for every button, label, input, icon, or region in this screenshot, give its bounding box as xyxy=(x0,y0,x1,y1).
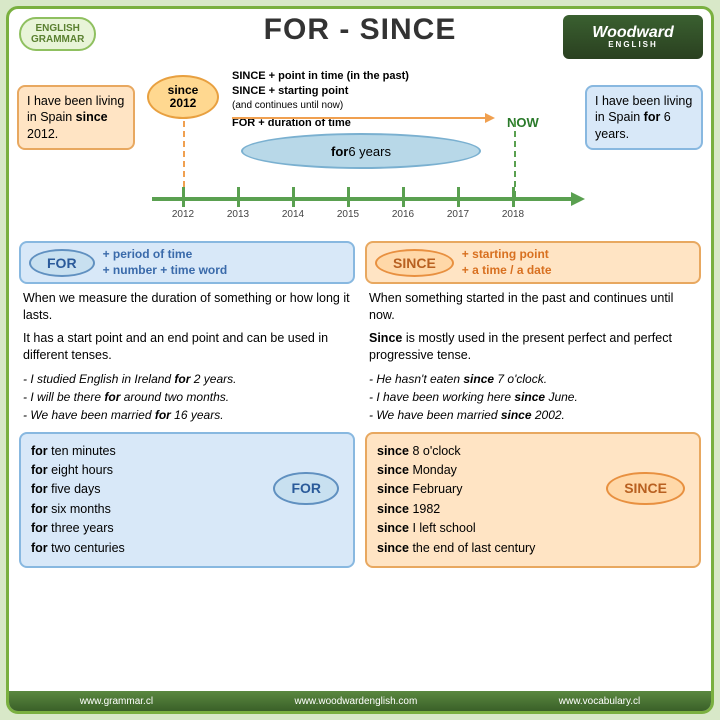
for-column: FOR + period of time+ number + time word… xyxy=(19,241,355,568)
for-ex-2: - I will be there for around two months. xyxy=(23,388,351,406)
since-column: SINCE + starting point+ a time / a date … xyxy=(365,241,701,568)
for-pill: FOR xyxy=(29,249,95,277)
tick-label: 2015 xyxy=(337,209,359,220)
logo: Woodward ENGLISH xyxy=(563,15,703,59)
since-desc-2: Since is mostly used in the present perf… xyxy=(365,330,701,364)
tick-label: 2017 xyxy=(447,209,469,220)
example-since-box: I have been living in Spain since 2012. xyxy=(17,85,135,150)
since-oval: since 2012 xyxy=(147,75,219,119)
footer-url-2: www.woodwardenglish.com xyxy=(294,696,417,707)
tick xyxy=(402,187,405,207)
logo-name: Woodward xyxy=(592,25,673,41)
since-ex-2: - I have been working here since June. xyxy=(369,388,697,406)
tick xyxy=(292,187,295,207)
timeline-line xyxy=(152,197,580,201)
dash-start xyxy=(183,121,185,197)
for-examples: - I studied English in Ireland for 2 yea… xyxy=(19,370,355,424)
tick xyxy=(512,187,515,207)
for-ex-1: - I studied English in Ireland for 2 yea… xyxy=(23,370,351,388)
since-list-box: since 8 o'clocksince Mondaysince Februar… xyxy=(365,432,701,568)
tick xyxy=(182,187,185,207)
for-header: FOR + period of time+ number + time word xyxy=(19,241,355,284)
since-list-item: since the end of last century xyxy=(377,539,689,558)
tick xyxy=(347,187,350,207)
for-list-item: for two centuries xyxy=(31,539,343,558)
tick-label: 2014 xyxy=(282,209,304,220)
footer-url-3: www.vocabulary.cl xyxy=(559,696,641,707)
rule-2: SINCE + starting point xyxy=(232,84,409,99)
for-list-item: for ten minutes xyxy=(31,442,343,461)
tick-label: 2013 xyxy=(227,209,249,220)
rule-1: SINCE + point in time (in the past) xyxy=(232,69,409,84)
for-pill-text: + period of time+ number + time word xyxy=(103,247,228,278)
for-arrow xyxy=(232,117,492,119)
grammar-badge: ENGLISH GRAMMAR xyxy=(19,17,96,51)
footer-url-1: www.grammar.cl xyxy=(80,696,153,707)
page-title: FOR - SINCE xyxy=(264,13,457,47)
tick xyxy=(457,187,460,207)
for-list-box: for ten minutesfor eight hoursfor five d… xyxy=(19,432,355,568)
since-list-item: since I left school xyxy=(377,519,689,538)
since-ex-3: - We have been married since 2002. xyxy=(369,406,697,424)
for-ex-3: - We have been married for 16 years. xyxy=(23,406,351,424)
since-year: 2012 xyxy=(170,97,197,110)
badge-line1: ENGLISH xyxy=(35,23,79,34)
since-desc-1: When something started in the past and c… xyxy=(365,290,701,324)
header: ENGLISH GRAMMAR FOR - SINCE Woodward ENG… xyxy=(9,9,711,67)
since-pill: SINCE xyxy=(375,249,454,277)
example-for-box: I have been living in Spain for 6 years. xyxy=(585,85,703,150)
for-list-item: for three years xyxy=(31,519,343,538)
tick xyxy=(237,187,240,207)
for-desc-1: When we measure the duration of somethin… xyxy=(19,290,355,324)
tick-label: 2012 xyxy=(172,209,194,220)
for-oval: for 6 years xyxy=(241,133,481,169)
since-pill-text: + starting point+ a time / a date xyxy=(462,247,552,278)
since-list-item: since 8 o'clock xyxy=(377,442,689,461)
for-list-pill: FOR xyxy=(273,472,339,506)
now-label: NOW xyxy=(507,115,539,130)
footer: www.grammar.cl www.woodwardenglish.com w… xyxy=(9,691,711,711)
since-examples: - He hasn't eaten since 7 o'clock. - I h… xyxy=(365,370,701,424)
since-ex-1: - He hasn't eaten since 7 o'clock. xyxy=(369,370,697,388)
rules-block: SINCE + point in time (in the past) SINC… xyxy=(232,69,409,131)
badge-line2: GRAMMAR xyxy=(31,34,84,45)
tick-label: 2018 xyxy=(502,209,524,220)
rule-2-sub: (and continues until now) xyxy=(232,99,409,113)
for-desc-2: It has a start point and an end point an… xyxy=(19,330,355,364)
tick-label: 2016 xyxy=(392,209,414,220)
dash-now xyxy=(514,121,516,197)
frame: ENGLISH GRAMMAR FOR - SINCE Woodward ENG… xyxy=(6,6,714,714)
since-header: SINCE + starting point+ a time / a date xyxy=(365,241,701,284)
logo-sub: ENGLISH xyxy=(608,41,658,49)
timeline-diagram: I have been living in Spain since 2012. … xyxy=(17,67,703,237)
columns: FOR + period of time+ number + time word… xyxy=(19,241,701,568)
since-list-pill: SINCE xyxy=(606,472,685,506)
